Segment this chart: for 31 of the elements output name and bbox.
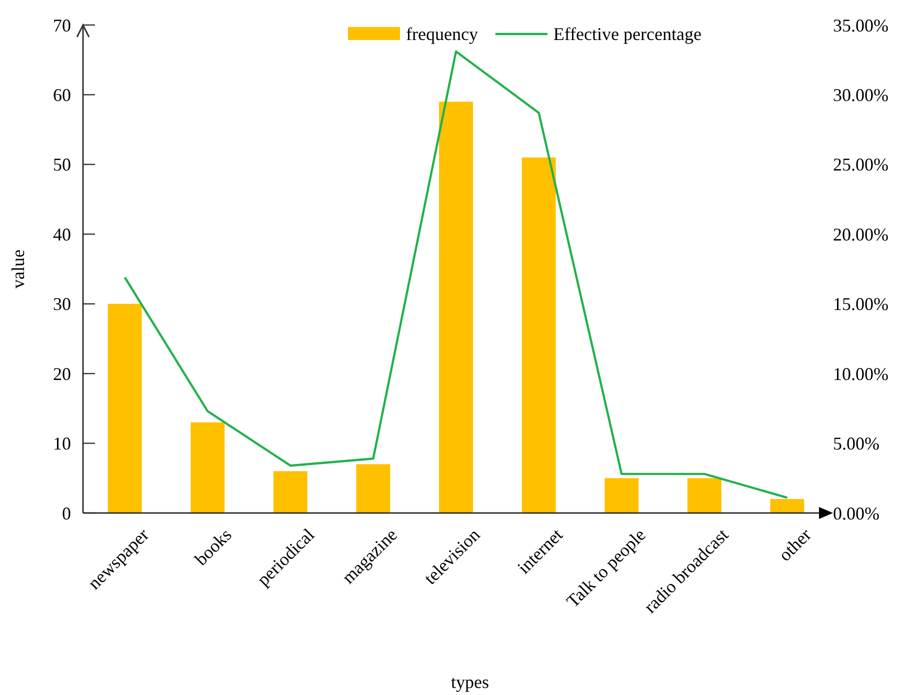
bar xyxy=(522,157,556,513)
legend-label: Effective percentage xyxy=(553,24,702,44)
bar xyxy=(687,478,722,513)
bar xyxy=(190,422,225,513)
y-tick-label: 20 xyxy=(53,364,71,384)
y2-tick-label: 35.00% xyxy=(833,15,888,36)
y2-tick-label: 30.00% xyxy=(833,85,888,106)
y-tick-label: 70 xyxy=(53,15,71,36)
line-series xyxy=(124,50,788,499)
y-tick-label: 30 xyxy=(53,294,71,314)
y-tick-label: 50 xyxy=(53,154,71,175)
bar xyxy=(108,304,142,513)
y-tick-label: 10 xyxy=(53,434,71,454)
y2-tick-label: 20.00% xyxy=(833,224,888,244)
x-axis-title: types xyxy=(451,672,489,692)
y2-tick-label: 15.00% xyxy=(833,294,888,314)
legend-label: frequency xyxy=(406,24,478,44)
y-tick-label: 60 xyxy=(53,85,71,106)
bar xyxy=(356,464,390,513)
y2-tick-label: 5.00% xyxy=(833,434,880,454)
bar xyxy=(770,499,804,513)
bar xyxy=(604,478,639,513)
y-tick-label: 0 xyxy=(62,503,71,524)
y2-tick-label: 10.00% xyxy=(833,364,888,384)
y-tick-label: 40 xyxy=(53,224,71,244)
y-axis-title: value xyxy=(8,250,28,288)
y2-tick-label: 25.00% xyxy=(833,154,888,175)
bar xyxy=(273,471,308,513)
x-tick-label: other xyxy=(774,524,815,565)
bar xyxy=(439,102,473,513)
y2-tick-label: 0.00% xyxy=(833,503,880,524)
